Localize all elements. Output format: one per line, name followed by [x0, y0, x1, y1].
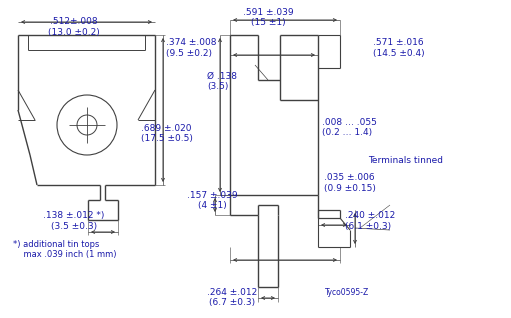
Text: .264 ±.012
(6.7 ±0.3): .264 ±.012 (6.7 ±0.3) — [207, 288, 258, 307]
Text: .374 ±.008
(9.5 ±0.2): .374 ±.008 (9.5 ±0.2) — [166, 38, 217, 58]
Text: Terminals tinned: Terminals tinned — [368, 156, 443, 165]
Text: .689 ±.020
(17.5 ±0.5): .689 ±.020 (17.5 ±0.5) — [141, 124, 193, 143]
Text: .512±.008
(13.0 ±0.2): .512±.008 (13.0 ±0.2) — [48, 17, 100, 37]
Text: .157 ±.039
(4 ±1): .157 ±.039 (4 ±1) — [187, 191, 238, 210]
Text: .008 … .055
(0.2 … 1.4): .008 … .055 (0.2 … 1.4) — [322, 117, 377, 137]
Text: *) additional tin tops
    max .039 inch (1 mm): *) additional tin tops max .039 inch (1 … — [13, 240, 117, 259]
Text: Tyco0595-Z: Tyco0595-Z — [324, 288, 369, 297]
Text: .035 ±.006
(0.9 ±0.15): .035 ±.006 (0.9 ±0.15) — [324, 173, 377, 193]
Text: .591 ±.039
(15 ±1): .591 ±.039 (15 ±1) — [243, 8, 294, 27]
Text: .571 ±.016
(14.5 ±0.4): .571 ±.016 (14.5 ±0.4) — [373, 38, 425, 58]
Text: .240 ±.012
(6.1 ±0.3): .240 ±.012 (6.1 ±0.3) — [345, 211, 395, 231]
Text: Ø .138
(3.5): Ø .138 (3.5) — [207, 72, 237, 91]
Text: .138 ±.012 *)
(3.5 ±0.3): .138 ±.012 *) (3.5 ±0.3) — [43, 211, 105, 231]
